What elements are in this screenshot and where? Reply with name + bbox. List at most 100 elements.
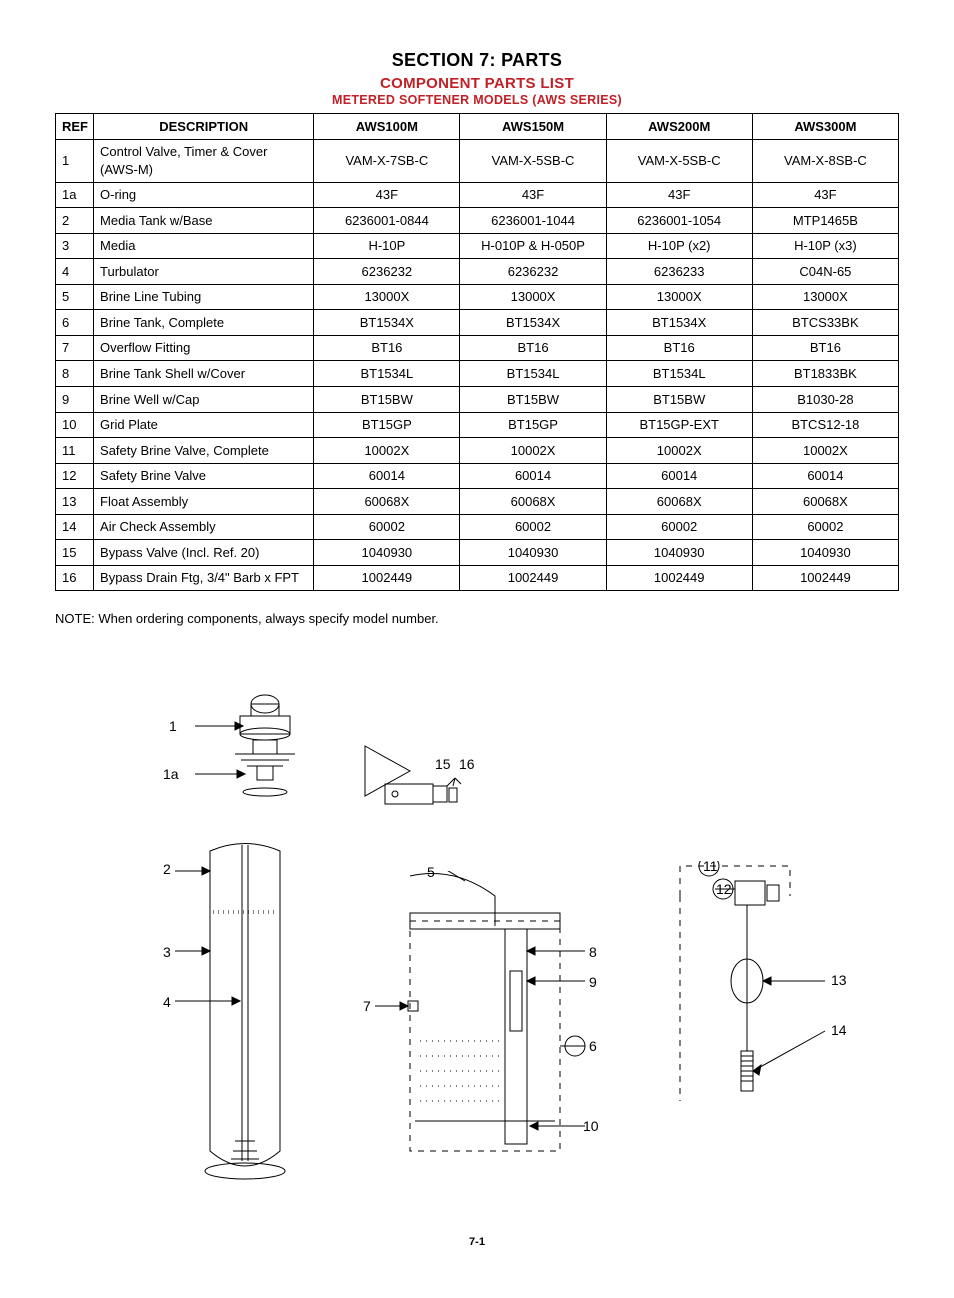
cell-ref: 14 [56,514,94,540]
cell-value: 60014 [314,463,460,489]
cell-value: 10002X [460,438,606,464]
cell-value: 1040930 [460,540,606,566]
cell-value: BT15GP [460,412,606,438]
table-row: 3MediaH-10PH-010P & H-050PH-10P (x2)H-10… [56,233,899,259]
cell-desc: Brine Tank, Complete [94,310,314,336]
col-m4: AWS300M [752,114,898,140]
cell-value: 60068X [606,489,752,515]
cell-value: 60014 [752,463,898,489]
cell-desc: Bypass Drain Ftg, 3/4" Barb x FPT [94,565,314,591]
callout-1a: 1a [163,766,179,782]
cell-ref: 16 [56,565,94,591]
cell-desc: Turbulator [94,259,314,285]
callout-11: 11 [703,858,718,874]
sub-subtitle: METERED SOFTENER MODELS (AWS SERIES) [55,93,899,107]
cell-value: 43F [606,182,752,208]
cell-desc: Media Tank w/Base [94,208,314,234]
table-row: 8Brine Tank Shell w/CoverBT1534LBT1534LB… [56,361,899,387]
media-tank-diagram [175,841,315,1201]
cell-value: VAM-X-5SB-C [460,139,606,182]
table-row: 1Control Valve, Timer & Cover (AWS-M)VAM… [56,139,899,182]
cell-value: BT1534L [460,361,606,387]
cell-ref: 7 [56,335,94,361]
table-row: 14Air Check Assembly60002600026000260002 [56,514,899,540]
cell-value: BT16 [752,335,898,361]
cell-value: 1040930 [606,540,752,566]
cell-value: BT15BW [606,387,752,413]
parts-table: REF DESCRIPTION AWS100M AWS150M AWS200M … [55,113,899,591]
cell-value: VAM-X-7SB-C [314,139,460,182]
cell-value: 60002 [752,514,898,540]
cell-value: BT15GP-EXT [606,412,752,438]
cell-value: 60068X [460,489,606,515]
cell-value: 60002 [460,514,606,540]
cell-value: VAM-X-5SB-C [606,139,752,182]
cell-value: 13000X [460,284,606,310]
control-valve-diagram [195,686,335,806]
col-ref: REF [56,114,94,140]
callout-16: 16 [459,756,475,772]
cell-value: 6236001-1044 [460,208,606,234]
table-row: 9Brine Well w/CapBT15BWBT15BWBT15BWB1030… [56,387,899,413]
cell-ref: 4 [56,259,94,285]
cell-value: 1002449 [752,565,898,591]
cell-value: BT1833BK [752,361,898,387]
cell-value: BT1534L [606,361,752,387]
subtitle: COMPONENT PARTS LIST [55,75,899,92]
callout-3: 3 [163,944,171,960]
table-row: 10Grid PlateBT15GPBT15GPBT15GP-EXTBTCS12… [56,412,899,438]
cell-value: BT16 [460,335,606,361]
cell-ref: 5 [56,284,94,310]
page-footer: 7-1 [55,1236,899,1248]
cell-value: BT1534X [314,310,460,336]
cell-value: B1030-28 [752,387,898,413]
cell-value: 10002X [314,438,460,464]
cell-desc: Brine Line Tubing [94,284,314,310]
table-row: 12Safety Brine Valve60014600146001460014 [56,463,899,489]
cell-value: 6236001-0844 [314,208,460,234]
cell-ref: 3 [56,233,94,259]
cell-value: BTCS33BK [752,310,898,336]
callout-1: 1 [169,718,177,734]
cell-ref: 2 [56,208,94,234]
cell-desc: Bypass Valve (Incl. Ref. 20) [94,540,314,566]
cell-value: 10002X [752,438,898,464]
cell-ref: 15 [56,540,94,566]
cell-value: 13000X [606,284,752,310]
cell-desc: Grid Plate [94,412,314,438]
cell-value: 1002449 [314,565,460,591]
cell-value: 60002 [314,514,460,540]
cell-value: MTP1465B [752,208,898,234]
cell-desc: Brine Tank Shell w/Cover [94,361,314,387]
cell-value: BT1534L [314,361,460,387]
table-row: 16Bypass Drain Ftg, 3/4" Barb x FPT10024… [56,565,899,591]
cell-value: VAM-X-8SB-C [752,139,898,182]
cell-value: 6236233 [606,259,752,285]
cell-value: H-10P (x3) [752,233,898,259]
cell-value: 6236232 [460,259,606,285]
cell-value: 13000X [314,284,460,310]
cell-ref: 9 [56,387,94,413]
cell-ref: 11 [56,438,94,464]
cell-ref: 12 [56,463,94,489]
cell-value: 43F [314,182,460,208]
table-row: 15Bypass Valve (Incl. Ref. 20) 1040930104… [56,540,899,566]
cell-value: 60068X [314,489,460,515]
col-m1: AWS100M [314,114,460,140]
cell-ref: 6 [56,310,94,336]
cell-value: H-010P & H-050P [460,233,606,259]
table-row: 1aO-ring43F43F43F43F [56,182,899,208]
order-note: NOTE: When ordering components, always s… [55,611,899,626]
table-row: 4Turbulator623623262362326236233C04N-65 [56,259,899,285]
cell-value: 10002X [606,438,752,464]
cell-ref: 10 [56,412,94,438]
callout-2: 2 [163,861,171,877]
cell-value: 60068X [752,489,898,515]
table-row: 5Brine Line Tubing13000X13000X13000X1300… [56,284,899,310]
table-row: 13Float Assembly60068X60068X60068X60068X [56,489,899,515]
callout-9: 9 [589,974,597,990]
table-row: 2Media Tank w/Base6236001-08446236001-10… [56,208,899,234]
cell-value: 60002 [606,514,752,540]
cell-desc: Brine Well w/Cap [94,387,314,413]
cell-value: BT15BW [314,387,460,413]
